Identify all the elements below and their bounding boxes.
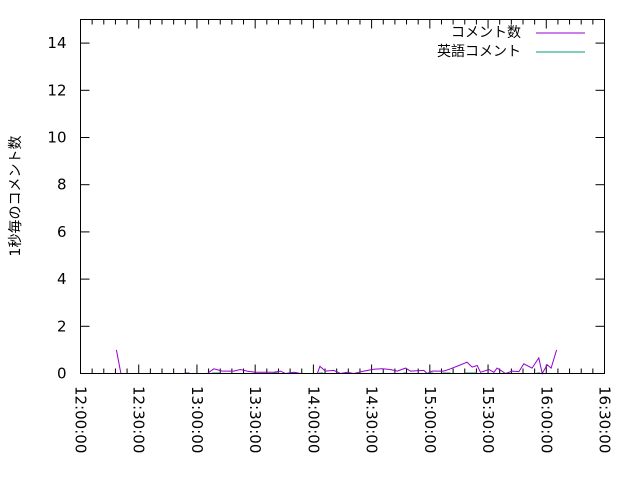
y-tick-label: 10 — [47, 129, 66, 147]
x-tick-label: 16:30:00 — [596, 386, 614, 453]
legend-label-0: コメント数 — [451, 25, 521, 41]
legend-label-1: 英語コメント — [437, 43, 521, 60]
x-tick-label: 13:00:00 — [188, 386, 206, 453]
y-tick-label: 14 — [47, 34, 66, 52]
x-tick-label: 15:30:00 — [479, 386, 497, 453]
y-tick-label: 4 — [57, 270, 67, 288]
x-tick-labels: 12:00:00 12:30:00 13:00:00 13:30:00 14:00:00… — [72, 386, 614, 453]
y-tick-label: 8 — [57, 176, 67, 194]
x-tick-label: 12:00:00 — [72, 386, 90, 453]
y-tick-label: 2 — [57, 317, 67, 335]
x-tick-label: 15:00:00 — [421, 386, 439, 453]
x-tick-label: 14:00:00 — [304, 386, 322, 453]
y-axis-label: 1秒毎のコメント数 — [8, 136, 24, 257]
x-tick-label: 13:30:00 — [246, 386, 264, 453]
x-tick-label: 14:30:00 — [363, 386, 381, 453]
y-tick-label: 12 — [47, 81, 66, 99]
x-tick-label: 12:30:00 — [130, 386, 148, 453]
y-tick-label: 0 — [57, 365, 67, 383]
plot-frame — [80, 19, 605, 374]
y-tick-labels: 0 2 4 6 8 10 12 14 — [47, 34, 66, 382]
axes — [80, 19, 605, 374]
x-tick-label: 16:00:00 — [537, 386, 555, 453]
legend: コメント数 英語コメント — [437, 25, 585, 60]
y-tick-label: 6 — [57, 223, 67, 241]
